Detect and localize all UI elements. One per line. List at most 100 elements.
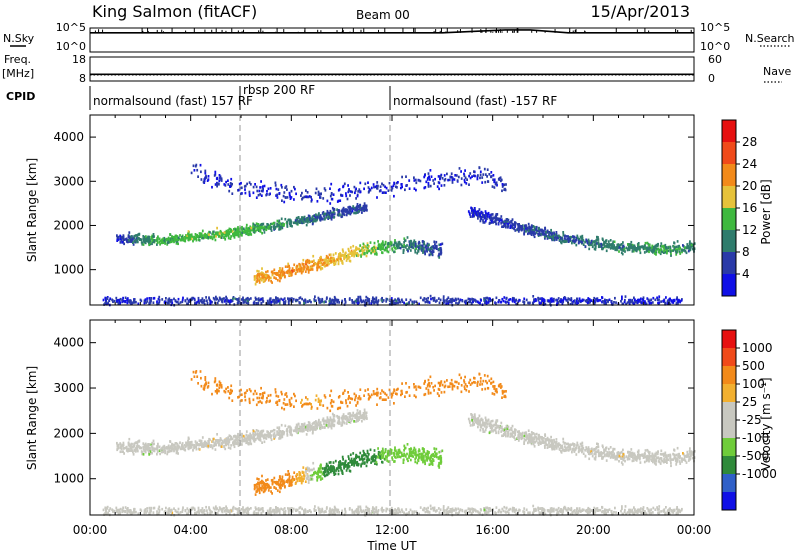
range-tick-label: 1000 (53, 263, 84, 277)
echo-cell (656, 297, 658, 300)
echo-cell (361, 420, 363, 423)
echo-cell (482, 215, 484, 218)
echo-cell (466, 178, 468, 181)
echo-cell (367, 181, 369, 184)
echo-cell (484, 181, 486, 184)
echo-cell (538, 228, 540, 231)
echo-cell (684, 249, 686, 252)
echo-cell (624, 301, 626, 304)
echo-cell (199, 439, 201, 442)
echo-cell (256, 279, 258, 282)
echo-cell (217, 302, 219, 305)
echo-cell (219, 174, 221, 177)
echo-cell (480, 217, 482, 220)
echo-cell (322, 197, 324, 200)
echo-cell (254, 301, 256, 304)
echo-cell (193, 165, 195, 168)
echo-cell (364, 409, 366, 412)
echo-cell (268, 489, 270, 492)
echo-cell (470, 177, 472, 180)
range-tick-label: 3000 (53, 174, 84, 188)
echo-cell (277, 432, 279, 435)
echo-cell (271, 301, 273, 304)
echo-cell (106, 297, 108, 300)
echo-cell (143, 453, 145, 456)
echo-cell (267, 226, 269, 229)
echo-cell (209, 445, 211, 448)
echo-cell (486, 302, 488, 305)
echo-cell (492, 185, 494, 188)
echo-cell (162, 241, 164, 244)
echo-cell (208, 441, 210, 444)
echo-cell (677, 240, 679, 243)
echo-cell (331, 193, 333, 196)
echo-cell (630, 241, 632, 244)
echo-cell (316, 266, 318, 269)
echo-cell (185, 237, 187, 240)
echo-cell (422, 299, 424, 302)
echo-cell (333, 259, 335, 262)
echo-cell (568, 240, 570, 243)
echo-cell (457, 179, 459, 182)
echo-cell (379, 190, 381, 193)
echo-cell (533, 232, 535, 235)
echo-cell (175, 442, 177, 445)
freq-tick-bottom: 8 (79, 72, 86, 85)
echo-cell (299, 221, 301, 224)
echo-cell (286, 224, 288, 227)
echo-cell (365, 296, 367, 299)
echo-cell (295, 427, 297, 430)
echo-cell (286, 188, 288, 191)
echo-cell (241, 226, 243, 229)
echo-cell (224, 448, 226, 451)
echo-cell (261, 273, 263, 276)
echo-cell (581, 238, 583, 241)
echo-cell (330, 416, 332, 419)
echo-cell (345, 192, 347, 195)
echo-cell (519, 228, 521, 231)
echo-cell (245, 185, 247, 188)
echo-cell (600, 299, 602, 302)
echo-cell (266, 190, 268, 193)
echo-cell (495, 302, 497, 305)
echo-cell (119, 302, 121, 305)
echo-cell (270, 187, 272, 190)
echo-cell (120, 241, 122, 244)
echo-cell (315, 192, 317, 195)
echo-cell (344, 422, 346, 425)
echo-cell (641, 302, 643, 305)
echo-cell (314, 295, 316, 298)
echo-cell (657, 248, 659, 251)
echo-cell (397, 456, 399, 459)
nsky-line (90, 30, 694, 33)
echo-cell (387, 242, 389, 245)
echo-cell (493, 180, 495, 183)
echo-cell (205, 296, 207, 299)
echo-cell (216, 183, 218, 186)
echo-cell (690, 246, 692, 249)
echo-cell (293, 298, 295, 301)
echo-cell (600, 243, 602, 246)
echo-cell (331, 214, 333, 217)
echo-cell (145, 447, 147, 450)
echo-cell (519, 299, 521, 302)
echo-cell (276, 188, 278, 191)
echo-cell (212, 441, 214, 444)
echo-cell (226, 297, 228, 300)
echo-cell (224, 238, 226, 241)
echo-cell (439, 182, 441, 185)
echo-cell (214, 171, 216, 174)
echo-cell (438, 248, 440, 251)
echo-cell (494, 186, 496, 189)
echo-cell (495, 223, 497, 226)
echo-cell (132, 451, 134, 454)
echo-cell (254, 183, 256, 186)
echo-cell (209, 236, 211, 239)
echo-cell (405, 175, 407, 178)
echo-cell (395, 242, 397, 245)
echo-cell (274, 277, 276, 280)
echo-cell (277, 220, 279, 223)
echo-cell (320, 256, 322, 259)
echo-cell (143, 449, 145, 452)
echo-cell (202, 237, 204, 240)
